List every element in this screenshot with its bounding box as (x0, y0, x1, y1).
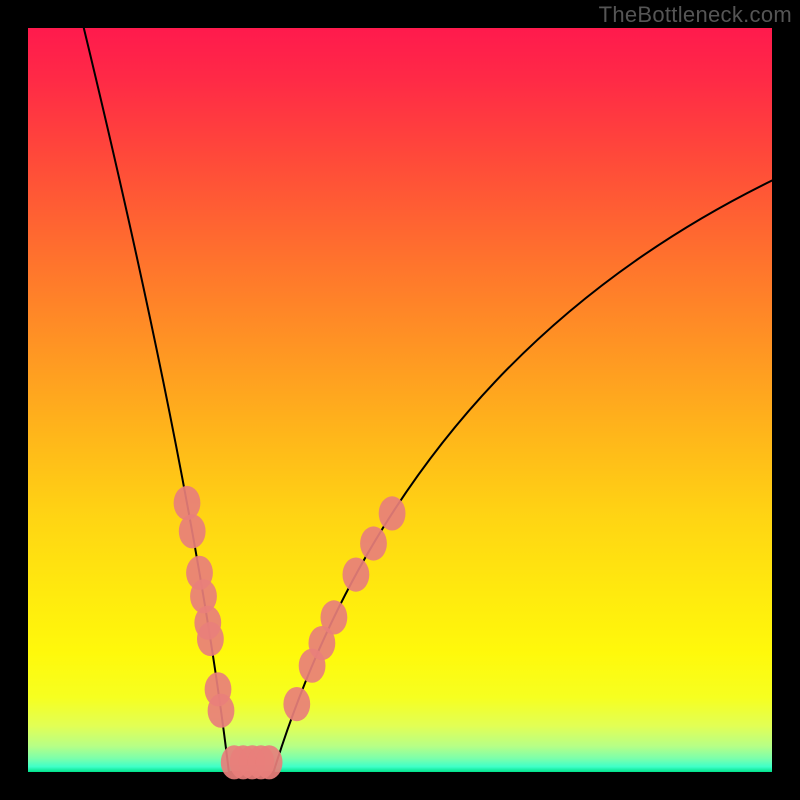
data-marker (208, 694, 235, 728)
watermark-text: TheBottleneck.com (599, 2, 792, 28)
data-marker (379, 496, 406, 530)
data-marker (283, 687, 310, 721)
data-marker (256, 745, 283, 779)
data-marker (360, 526, 387, 560)
gradient-background (28, 28, 772, 772)
data-marker (179, 514, 206, 548)
data-marker (197, 622, 224, 656)
data-marker (174, 486, 201, 520)
bottleneck-chart (0, 0, 800, 800)
data-marker (321, 600, 348, 634)
data-marker (343, 558, 370, 592)
